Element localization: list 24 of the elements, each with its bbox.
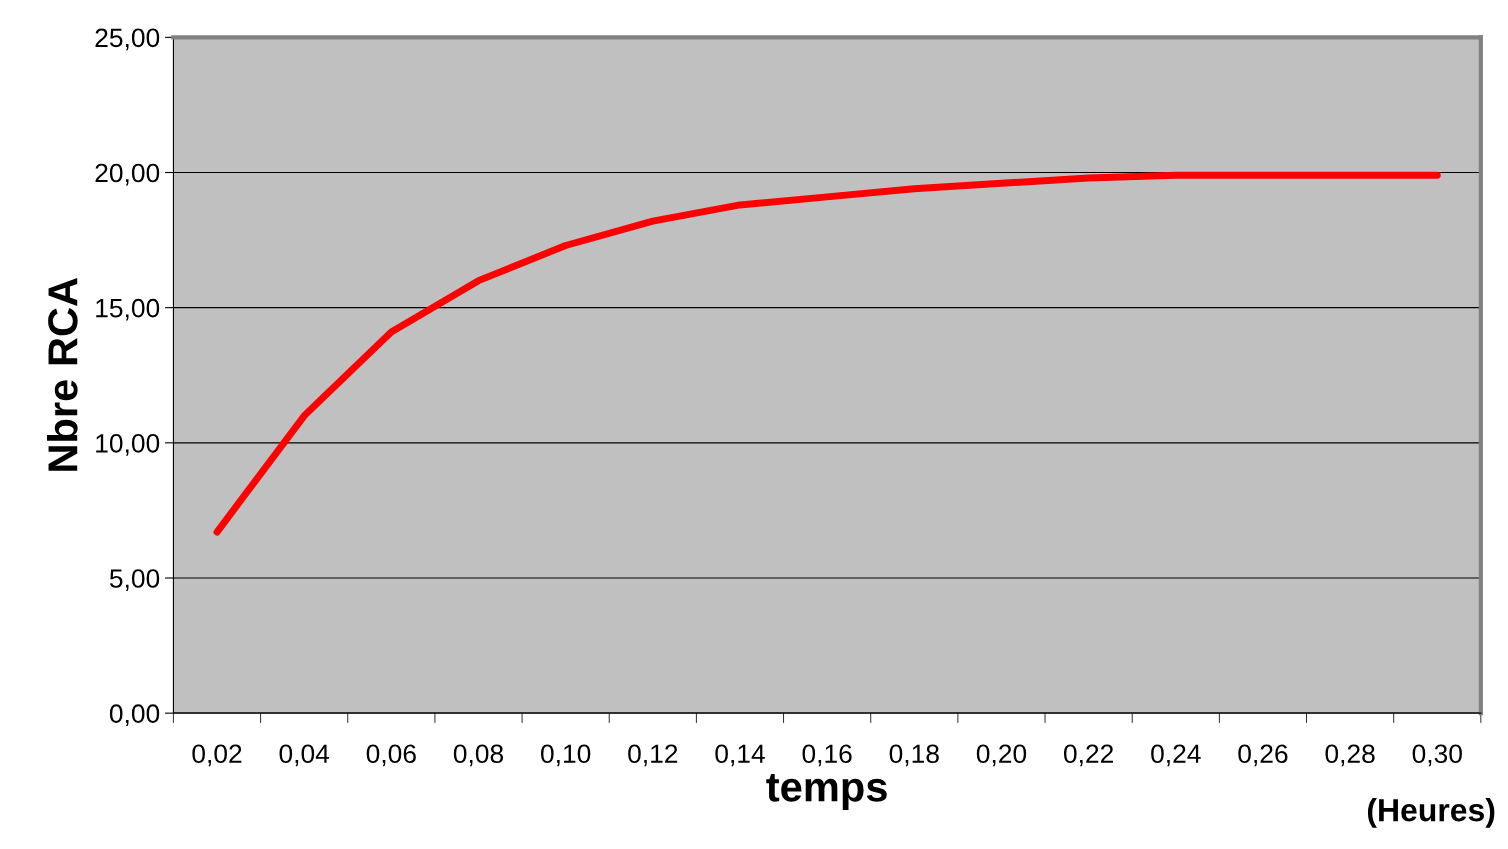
x-tick-label: 0,30: [1412, 744, 1462, 767]
x-tick-label: 0,02: [192, 744, 242, 767]
x-tick-label: 0,28: [1325, 744, 1375, 767]
y-tick-label: 25,00: [95, 28, 160, 51]
x-tick-label: 0,10: [541, 744, 591, 767]
x-tick-label: 0,08: [453, 744, 504, 767]
y-tick-label: 0,00: [109, 704, 160, 727]
x-tick-label: 0,20: [976, 744, 1027, 767]
x-tick-label: 0,12: [628, 744, 678, 767]
y-tick-label: 10,00: [96, 433, 160, 456]
x-tick-label: 0,24: [1151, 744, 1201, 767]
y-tick-label: 15,00: [96, 298, 160, 321]
x-tick-label: 0,06: [366, 744, 416, 767]
y-tick-label: 20,00: [95, 163, 160, 186]
x-tick-label: 0,04: [279, 744, 330, 767]
x-axis-title: temps: [766, 774, 887, 810]
x-tick-label: 0,22: [1063, 744, 1113, 767]
y-tick-label: 5,00: [109, 569, 160, 591]
x-tick-label: 0,26: [1238, 744, 1288, 767]
x-tick-label: 0,14: [715, 744, 765, 767]
x-tick-label: 0,16: [802, 744, 852, 767]
text: (Heures): [1367, 798, 1495, 828]
y-axis-title: Nbre RCA: [47, 277, 78, 471]
x-tick-label: 0,18: [889, 744, 939, 767]
